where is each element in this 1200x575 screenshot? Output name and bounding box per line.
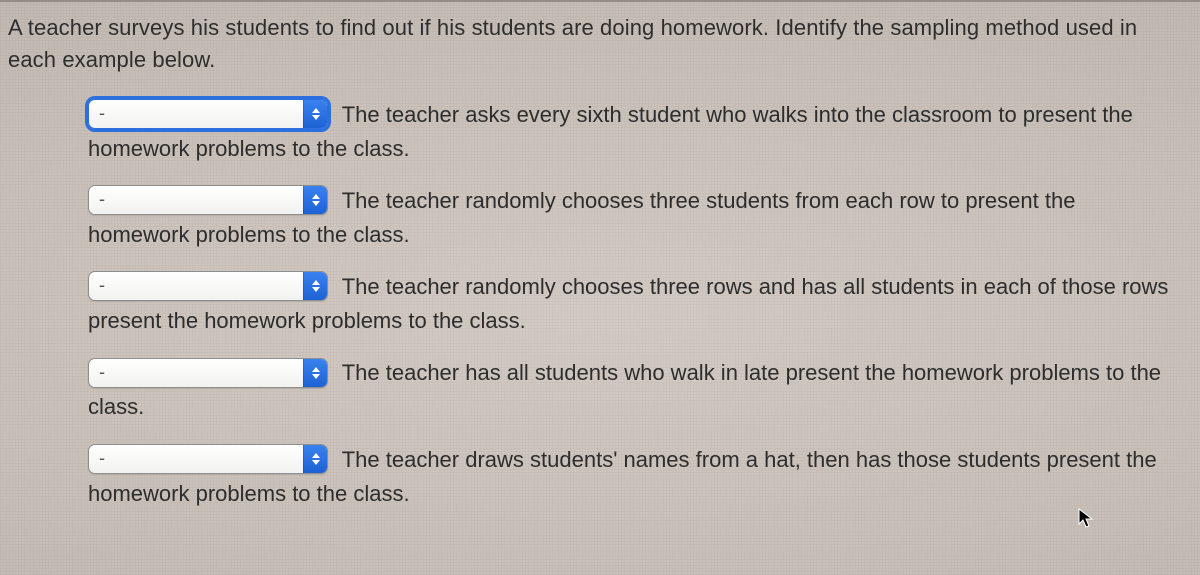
sampling-method-select[interactable]: -: [88, 358, 328, 388]
top-rule: [0, 0, 1200, 2]
question-surface: A teacher surveys his students to find o…: [0, 0, 1200, 575]
chevron-up-icon: [312, 108, 320, 113]
chevron-down-icon: [312, 374, 320, 379]
sampling-method-select[interactable]: -: [88, 185, 328, 215]
sampling-method-select[interactable]: -: [88, 444, 328, 474]
select-value: -: [89, 100, 303, 128]
chevron-up-icon: [312, 367, 320, 372]
question-item: - The teacher draws students' names from…: [88, 443, 1178, 511]
chevron-up-icon: [312, 280, 320, 285]
sampling-method-select[interactable]: -: [88, 99, 328, 129]
chevron-up-down-icon[interactable]: [303, 359, 327, 387]
select-value: -: [89, 445, 303, 473]
chevron-down-icon: [312, 460, 320, 465]
chevron-down-icon: [312, 201, 320, 206]
chevron-up-down-icon[interactable]: [303, 272, 327, 300]
chevron-down-icon: [312, 115, 320, 120]
question-item: - The teacher asks every sixth student w…: [88, 98, 1178, 166]
question-items: - The teacher asks every sixth student w…: [6, 98, 1188, 511]
chevron-up-icon: [312, 194, 320, 199]
cursor-icon: [1078, 508, 1094, 530]
chevron-up-down-icon[interactable]: [303, 186, 327, 214]
chevron-up-down-icon[interactable]: [303, 100, 327, 128]
question-item: - The teacher randomly chooses three stu…: [88, 184, 1178, 252]
select-value: -: [89, 359, 303, 387]
question-item: - The teacher randomly chooses three row…: [88, 270, 1178, 338]
question-item: - The teacher has all students who walk …: [88, 356, 1178, 424]
sampling-method-select[interactable]: -: [88, 271, 328, 301]
chevron-down-icon: [312, 287, 320, 292]
select-value: -: [89, 272, 303, 300]
chevron-up-icon: [312, 453, 320, 458]
select-value: -: [89, 186, 303, 214]
chevron-up-down-icon[interactable]: [303, 445, 327, 473]
question-intro: A teacher surveys his students to find o…: [8, 12, 1184, 76]
